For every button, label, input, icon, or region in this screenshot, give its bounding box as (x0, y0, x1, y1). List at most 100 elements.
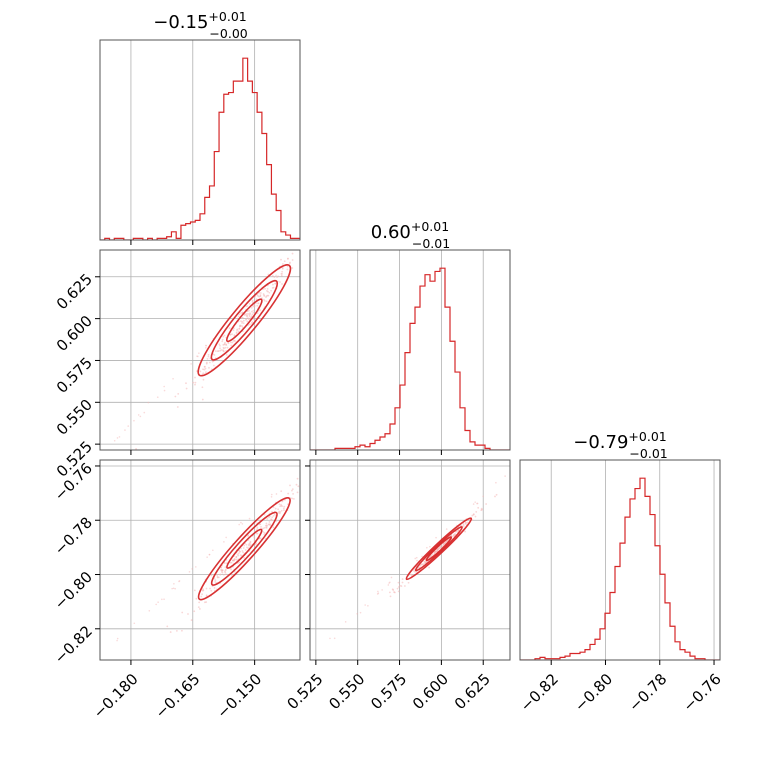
frame (309, 459, 511, 661)
sample-point (403, 585, 406, 587)
sample-point (208, 553, 211, 556)
sample-point (256, 528, 259, 531)
sample-point (238, 313, 241, 316)
sample-point (248, 302, 251, 305)
sample-point (224, 341, 226, 344)
sample-point (188, 571, 191, 573)
sample-point (238, 327, 241, 330)
sample-point (295, 483, 298, 486)
sample-point (175, 629, 178, 632)
sample-point (280, 509, 283, 512)
sample-point (190, 619, 193, 621)
sample-points (116, 473, 304, 642)
sample-point (227, 342, 230, 345)
sample-point (279, 281, 281, 283)
sample-point (262, 531, 265, 533)
sample-point (438, 547, 440, 549)
sample-point (209, 587, 211, 590)
sample-point (471, 514, 474, 517)
sample-point (377, 592, 380, 595)
sample-point (192, 381, 195, 384)
sample-point (161, 598, 163, 601)
sample-point (464, 530, 467, 533)
sample-point (280, 490, 283, 493)
sample-point (245, 318, 247, 321)
title-plus: +0.01 (628, 429, 666, 444)
sample-point (273, 276, 276, 278)
sample-point (143, 411, 146, 414)
sample-point (163, 385, 165, 388)
sample-point (225, 343, 228, 346)
sample-point (453, 533, 456, 536)
title-value: −0.15 (153, 12, 208, 33)
sample-point (267, 294, 270, 297)
sample-point (236, 329, 238, 332)
sample-point (296, 491, 299, 494)
sample-point (222, 573, 225, 576)
x-tick-label: −0.82 (517, 670, 562, 715)
sample-point (203, 368, 206, 371)
sample-point (480, 507, 483, 510)
sample-point (302, 474, 304, 476)
sample-point (268, 291, 271, 294)
sample-point (263, 526, 266, 529)
sample-point (232, 329, 235, 332)
sample-point (277, 275, 279, 278)
sample-point (214, 579, 217, 582)
sample-point (251, 299, 254, 302)
sample-point (237, 552, 240, 555)
sample-point (414, 570, 416, 573)
sample-point (305, 243, 307, 245)
sample-point (147, 401, 150, 404)
sample-point (414, 557, 417, 560)
sample-point (282, 263, 284, 265)
contour-level-2 (197, 497, 291, 601)
sample-point (265, 296, 267, 298)
sample-point (283, 505, 286, 508)
sample-point (208, 366, 210, 369)
sample-point (248, 315, 251, 318)
sample-point (421, 555, 423, 558)
sample-point (217, 350, 220, 352)
sample-point (477, 506, 480, 509)
sample-point (224, 569, 227, 572)
sample-point (181, 611, 184, 614)
sample-point (241, 523, 244, 525)
sample-point (225, 536, 227, 539)
sample-point (265, 522, 268, 525)
sample-point (252, 309, 255, 312)
sample-point (222, 350, 225, 352)
sample-point (282, 507, 285, 510)
sample-point (247, 544, 250, 547)
sample-point (485, 503, 488, 505)
sample-point (177, 392, 180, 395)
hist-panel-0: −0.15+0.01−0.00 (99, 9, 301, 245)
sample-point (248, 517, 251, 520)
sample-point (245, 313, 248, 315)
sample-point (281, 270, 284, 273)
sample-point (396, 587, 399, 590)
sample-point (367, 604, 369, 607)
sample-point (197, 606, 200, 609)
sample-point (381, 589, 383, 591)
sample-point (271, 516, 274, 519)
contour-level-1 (414, 526, 463, 572)
sample-point (277, 511, 280, 514)
sample-point (193, 589, 196, 592)
sample-point (221, 338, 224, 341)
sample-point (274, 507, 277, 510)
sample-point (225, 562, 228, 565)
sample-point (248, 318, 250, 321)
sample-point (259, 295, 262, 297)
sample-point (219, 573, 221, 576)
sample-point (436, 548, 439, 551)
sample-point (266, 288, 269, 290)
sample-point (440, 546, 442, 549)
sample-point (205, 362, 208, 365)
sample-point (418, 564, 421, 567)
sample-point (173, 582, 175, 585)
sample-point (201, 386, 204, 389)
sample-point (243, 556, 245, 559)
sample-point (249, 323, 251, 326)
hist-panel-1: 0.60+0.01−0.01 (309, 219, 511, 455)
